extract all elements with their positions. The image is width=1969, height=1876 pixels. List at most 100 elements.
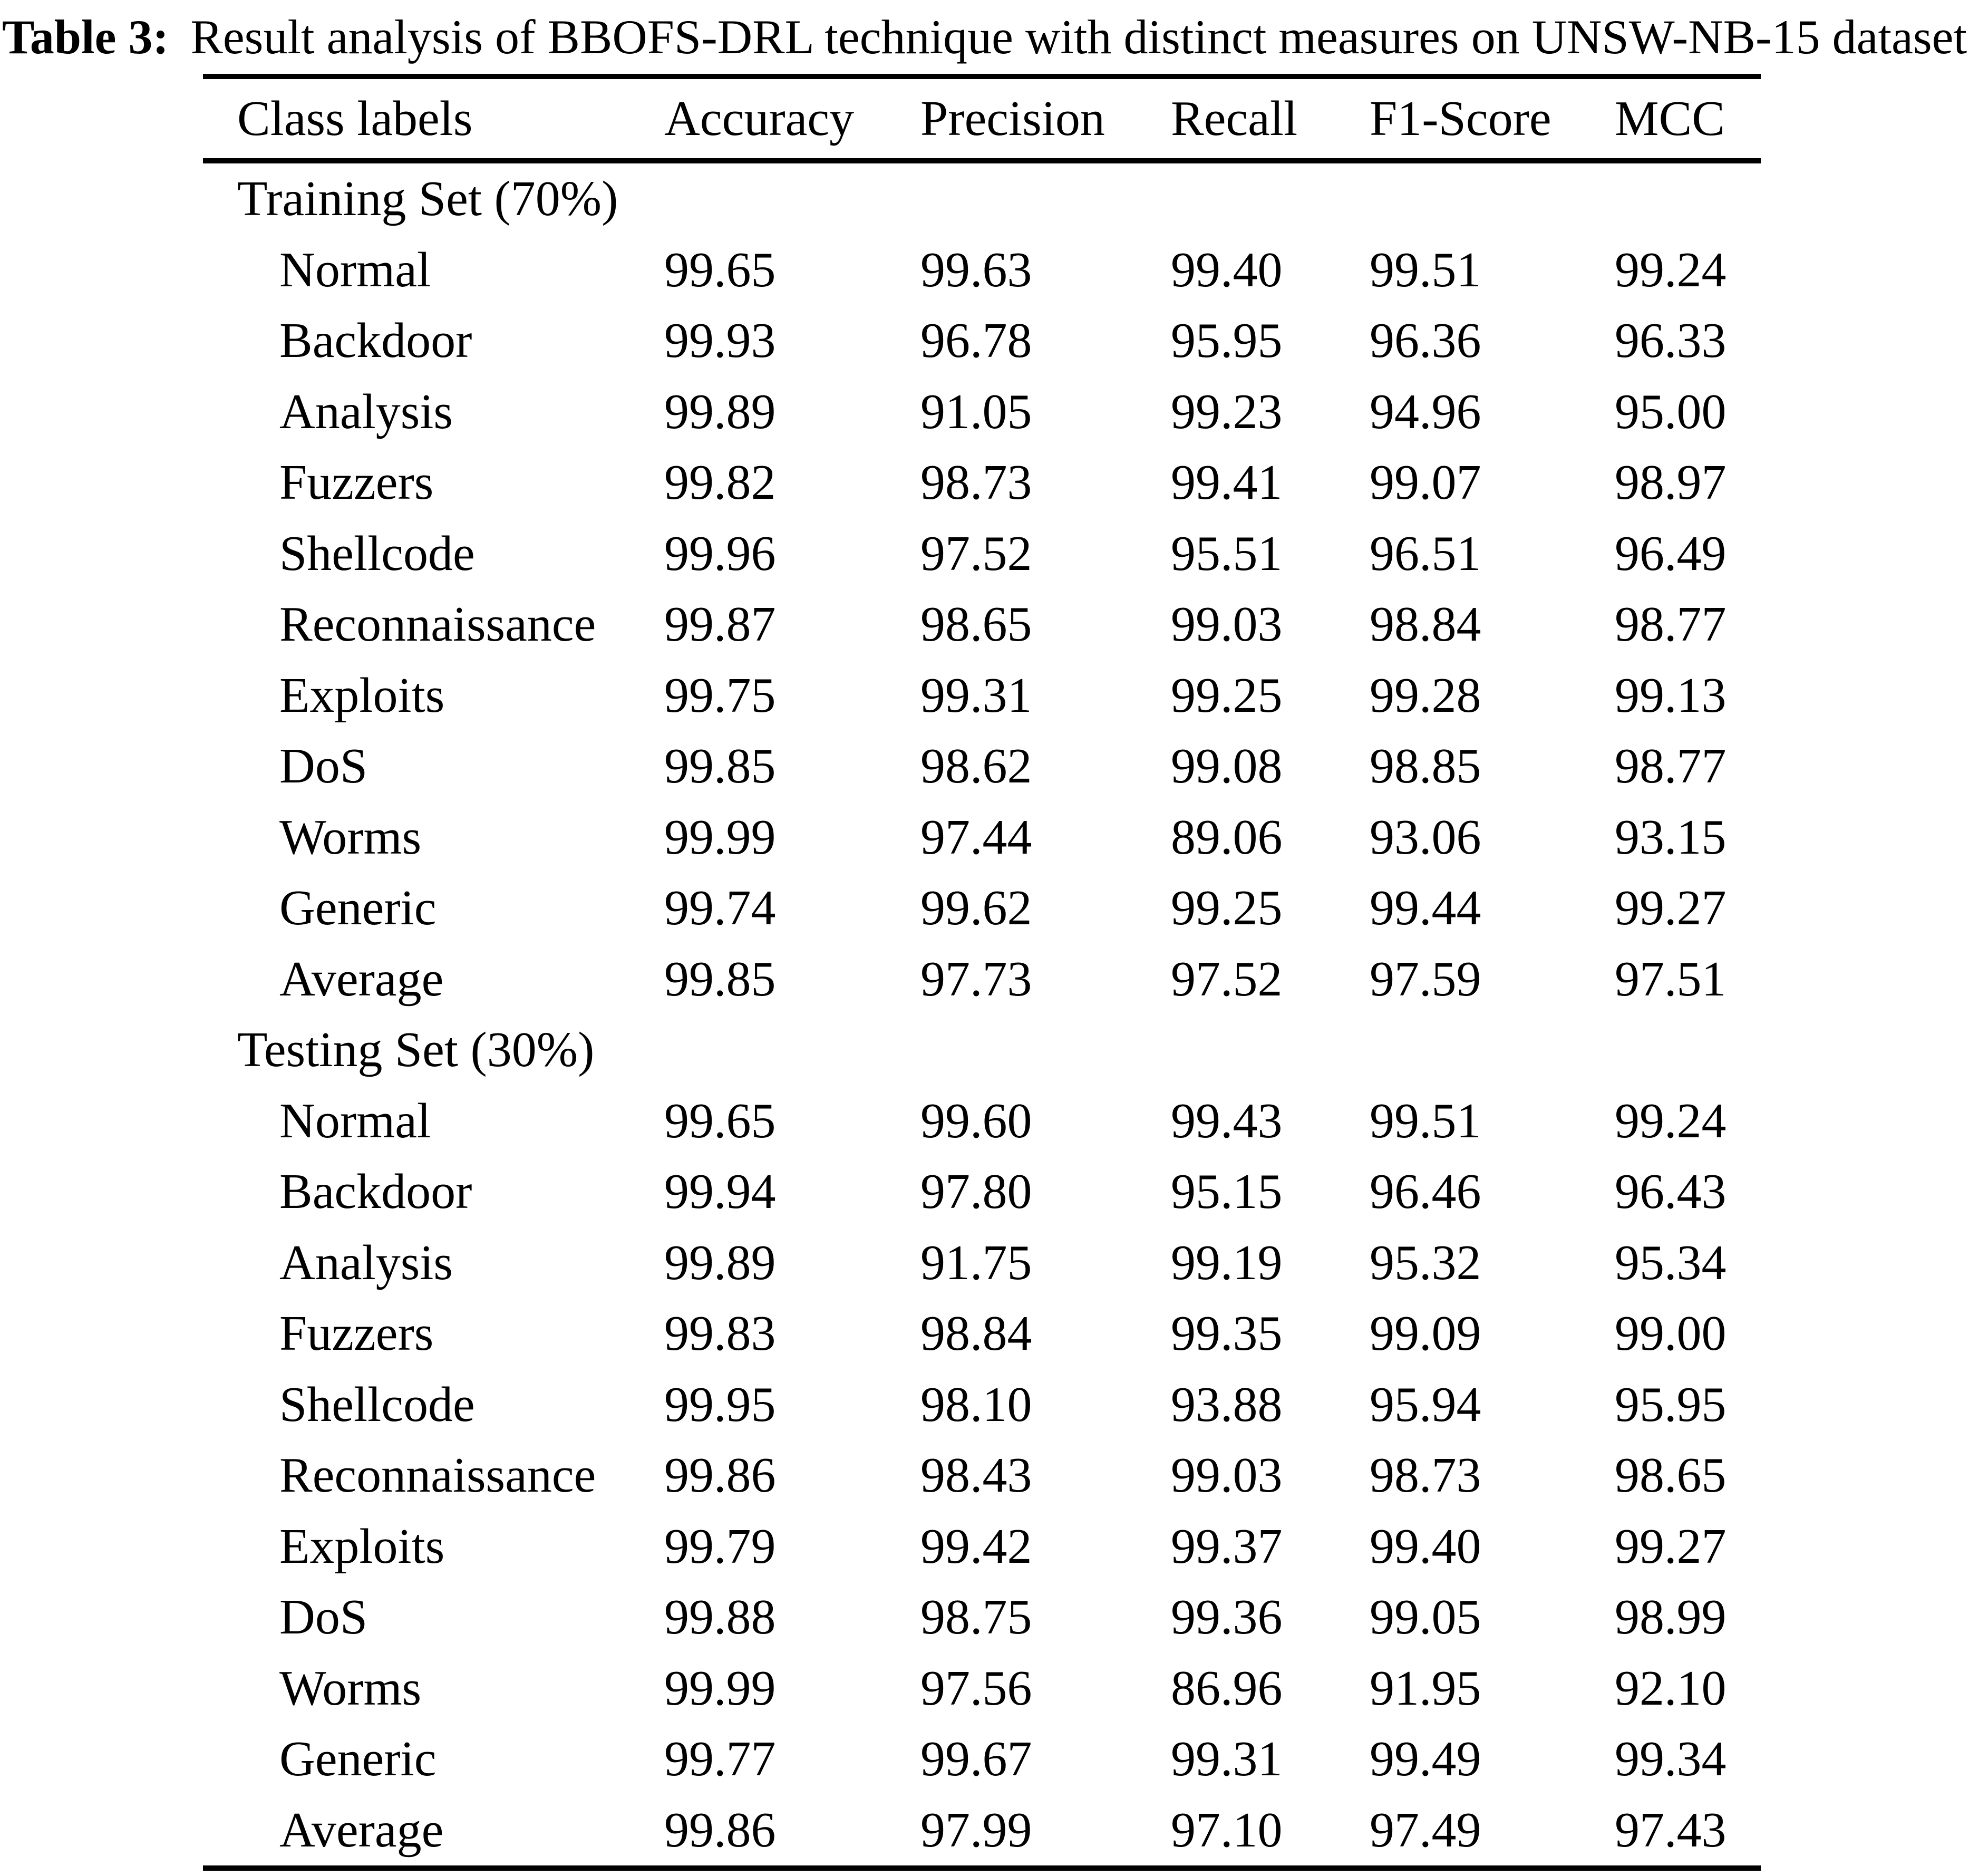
- table-row: Exploits 99.79 99.42 99.37 99.40 99.27: [203, 1511, 1761, 1582]
- mcc-cell: 93.15: [1615, 809, 1726, 865]
- f1-score-cell: 98.73: [1370, 1448, 1481, 1503]
- recall-cell: 99.35: [1171, 1306, 1283, 1361]
- class-label-cell: Analysis: [279, 384, 453, 439]
- recall-cell: 99.25: [1171, 881, 1283, 936]
- col-header-accuracy: Accuracy: [664, 91, 855, 146]
- class-label-cell: Generic: [279, 881, 437, 936]
- f1-score-cell: 99.07: [1370, 455, 1481, 510]
- table-row: Normal 99.65 99.63 99.40 99.51 99.24: [203, 235, 1761, 306]
- mcc-cell: 96.33: [1615, 313, 1726, 369]
- class-label-cell: Backdoor: [279, 313, 472, 369]
- accuracy-cell: 99.93: [664, 313, 776, 369]
- header-row: Class labels Accuracy Precision Recall F…: [203, 79, 1761, 158]
- mcc-cell: 99.13: [1615, 668, 1726, 723]
- table-row: Backdoor 99.93 96.78 95.95 96.36 96.33: [203, 305, 1761, 376]
- mcc-cell: 95.00: [1615, 384, 1726, 439]
- f1-score-cell: 97.49: [1370, 1802, 1481, 1858]
- class-label-cell: Shellcode: [279, 526, 475, 581]
- accuracy-cell: 99.85: [664, 739, 776, 794]
- precision-cell: 98.62: [920, 739, 1032, 794]
- class-label-cell: Fuzzers: [279, 1306, 434, 1361]
- accuracy-cell: 99.86: [664, 1802, 776, 1858]
- mcc-cell: 98.97: [1615, 455, 1726, 510]
- recall-cell: 99.31: [1171, 1732, 1283, 1787]
- recall-cell: 99.19: [1171, 1235, 1283, 1290]
- class-label-cell: DoS: [279, 1590, 368, 1645]
- recall-cell: 97.10: [1171, 1802, 1283, 1858]
- mcc-cell: 99.34: [1615, 1732, 1726, 1787]
- recall-cell: 95.95: [1171, 313, 1283, 369]
- f1-score-cell: 99.44: [1370, 881, 1481, 936]
- precision-cell: 98.65: [920, 597, 1032, 652]
- col-header-recall: Recall: [1171, 91, 1298, 146]
- class-label-cell: Reconnaissance: [279, 597, 596, 652]
- precision-cell: 99.42: [920, 1519, 1032, 1574]
- class-label-cell: Normal: [279, 1093, 431, 1148]
- table-row: Worms 99.99 97.44 89.06 93.06 93.15: [203, 802, 1761, 873]
- table-row: Generic 99.74 99.62 99.25 99.44 99.27: [203, 873, 1761, 944]
- class-label-cell: DoS: [279, 739, 368, 794]
- table-row: Analysis 99.89 91.75 99.19 95.32 95.34: [203, 1227, 1761, 1299]
- accuracy-cell: 99.82: [664, 455, 776, 510]
- f1-score-cell: 96.46: [1370, 1164, 1481, 1220]
- precision-cell: 98.73: [920, 455, 1032, 510]
- col-header-precision: Precision: [920, 91, 1105, 146]
- section-header-row: Training Set (70%): [203, 163, 1761, 235]
- mcc-cell: 98.77: [1615, 739, 1726, 794]
- table-row: Generic 99.77 99.67 99.31 99.49 99.34: [203, 1724, 1761, 1795]
- recall-cell: 99.25: [1171, 668, 1283, 723]
- table-row: DoS 99.85 98.62 99.08 98.85 98.77: [203, 731, 1761, 802]
- accuracy-cell: 99.94: [664, 1164, 776, 1220]
- recall-cell: 93.88: [1171, 1377, 1283, 1432]
- header-rule: [203, 158, 1761, 163]
- table-row: Shellcode 99.95 98.10 93.88 95.94 95.95: [203, 1369, 1761, 1440]
- precision-cell: 96.78: [920, 313, 1032, 369]
- f1-score-cell: 99.40: [1370, 1519, 1481, 1574]
- recall-cell: 99.03: [1171, 597, 1283, 652]
- class-label-cell: Worms: [279, 809, 422, 865]
- mcc-cell: 96.49: [1615, 526, 1726, 581]
- mcc-cell: 99.00: [1615, 1306, 1726, 1361]
- accuracy-cell: 99.85: [664, 951, 776, 1007]
- class-label-cell: Reconnaissance: [279, 1448, 596, 1503]
- class-label-cell: Average: [279, 951, 444, 1007]
- table-row: Reconnaissance 99.86 98.43 99.03 98.73 9…: [203, 1440, 1761, 1511]
- class-label-cell: Exploits: [279, 1519, 445, 1574]
- mcc-cell: 99.27: [1615, 881, 1726, 936]
- precision-cell: 97.52: [920, 526, 1032, 581]
- results-table: Class labels Accuracy Precision Recall F…: [203, 74, 1761, 1871]
- recall-cell: 99.08: [1171, 739, 1283, 794]
- mcc-cell: 98.65: [1615, 1448, 1726, 1503]
- recall-cell: 99.40: [1171, 242, 1283, 297]
- recall-cell: 95.15: [1171, 1164, 1283, 1220]
- table-row: Worms 99.99 97.56 86.96 91.95 92.10: [203, 1653, 1761, 1724]
- recall-cell: 99.03: [1171, 1448, 1283, 1503]
- precision-cell: 91.05: [920, 384, 1032, 439]
- accuracy-cell: 99.95: [664, 1377, 776, 1432]
- mcc-cell: 96.43: [1615, 1164, 1726, 1220]
- f1-score-cell: 94.96: [1370, 384, 1481, 439]
- precision-cell: 97.44: [920, 809, 1032, 865]
- table-row: Exploits 99.75 99.31 99.25 99.28 99.13: [203, 660, 1761, 731]
- caption-text: Result analysis of BBOFS-DRL technique w…: [190, 10, 1967, 64]
- recall-cell: 99.41: [1171, 455, 1283, 510]
- accuracy-cell: 99.74: [664, 881, 776, 936]
- f1-score-cell: 99.28: [1370, 668, 1481, 723]
- mcc-cell: 95.95: [1615, 1377, 1726, 1432]
- f1-score-cell: 98.84: [1370, 597, 1481, 652]
- class-label-cell: Normal: [279, 242, 431, 297]
- table-row: Normal 99.65 99.60 99.43 99.51 99.24: [203, 1086, 1761, 1157]
- mcc-cell: 95.34: [1615, 1235, 1726, 1290]
- recall-cell: 89.06: [1171, 809, 1283, 865]
- recall-cell: 95.51: [1171, 526, 1283, 581]
- top-rule: [203, 74, 1761, 79]
- f1-score-cell: 99.51: [1370, 242, 1481, 297]
- precision-cell: 99.63: [920, 242, 1032, 297]
- class-label-cell: Shellcode: [279, 1377, 475, 1432]
- class-label-cell: Generic: [279, 1732, 437, 1787]
- precision-cell: 99.67: [920, 1732, 1032, 1787]
- class-label-cell: Worms: [279, 1660, 422, 1716]
- accuracy-cell: 99.99: [664, 1660, 776, 1716]
- mcc-cell: 97.51: [1615, 951, 1726, 1007]
- precision-cell: 97.56: [920, 1660, 1032, 1716]
